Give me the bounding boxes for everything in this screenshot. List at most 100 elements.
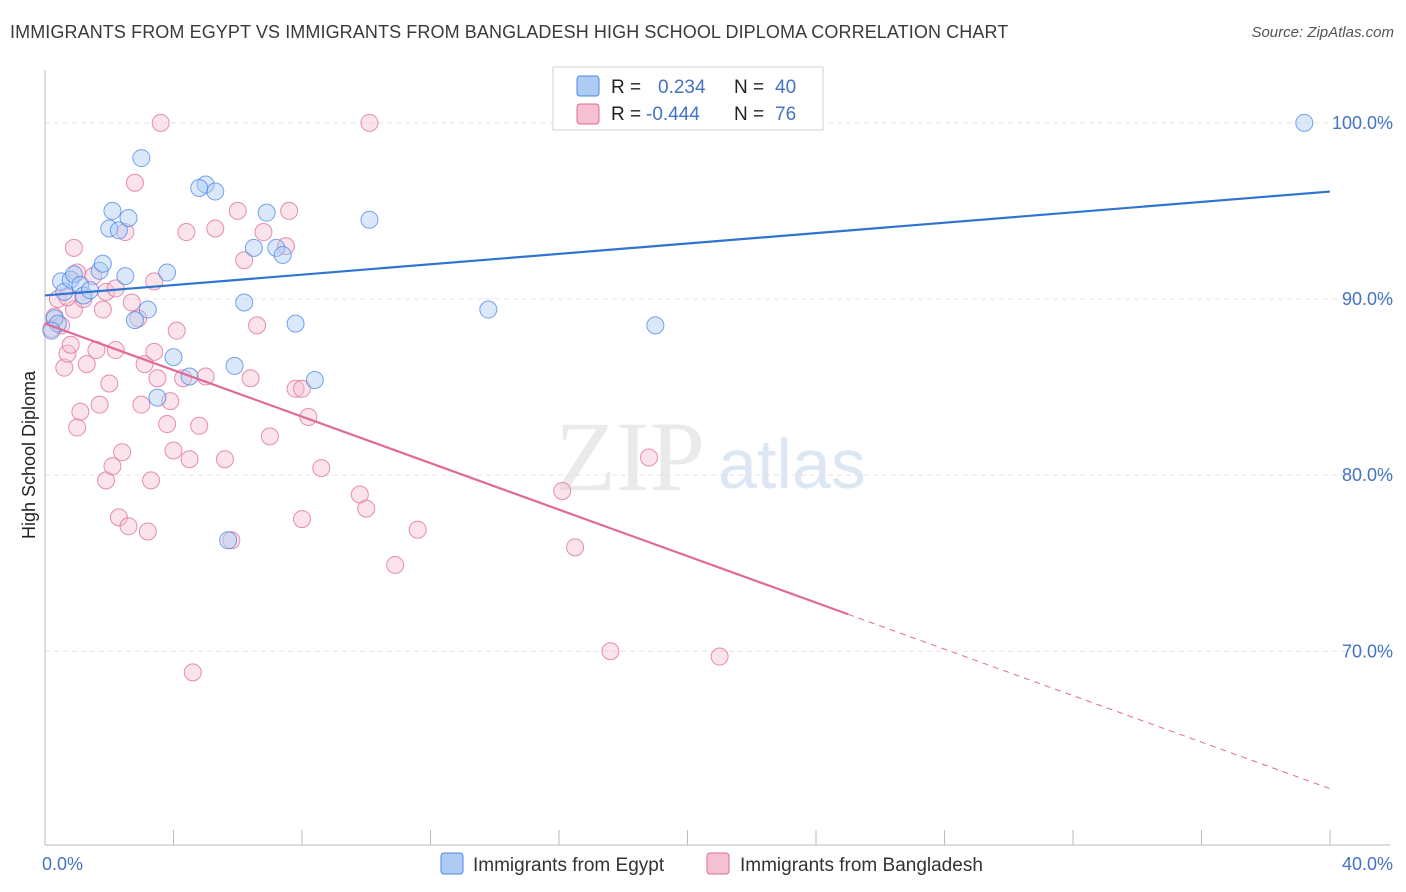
bangladesh-legend-swatch [576,103,600,125]
egypt-point [1295,113,1314,132]
bangladesh-point [167,321,186,340]
bangladesh-point [260,427,279,446]
stats-legend: R = 0.234 N = 40 R = -0.444 N = 76 [552,66,824,131]
bangladesh-point [71,402,90,421]
egypt-point [109,221,128,240]
axes [44,70,1390,846]
bangladesh-point [164,441,183,460]
egypt-point [158,263,177,282]
egypt-point [257,203,276,222]
bangladesh-point [55,358,74,377]
bangladesh-point [93,300,112,319]
x-tick-label-min: 0.0% [42,854,83,874]
bangladesh-point [68,418,87,437]
bangladesh-point [215,450,234,469]
egypt-point [267,238,286,257]
egypt-point [360,210,379,229]
series-legend: Immigrants from Egypt Immigrants from Ba… [440,852,983,876]
bangladesh-trend-extension [847,613,1331,790]
bangladesh-n-label: N = [734,104,764,125]
egypt-point [244,238,263,257]
egypt-point [148,388,167,407]
y-tick-label: 100.0% [1332,113,1393,133]
egypt-point [132,149,151,168]
egypt-point [80,281,99,300]
bangladesh-points [42,113,729,682]
bangladesh-series-label: Immigrants from Bangladesh [740,855,983,876]
bangladesh-point [293,379,311,398]
egypt-point [93,254,112,273]
y-tick-labels: 70.0% 80.0% 90.0% 100.0% [1332,113,1393,661]
bangladesh-point [386,555,405,574]
egypt-trend-line [44,190,1331,297]
egypt-point [206,182,225,201]
bangladesh-point [138,522,157,541]
egypt-series-label: Immigrants from Egypt [473,855,665,876]
bangladesh-point [280,201,299,220]
watermark-zip: ZIP [555,401,705,512]
watermark-atlas: atlas [718,425,866,503]
bangladesh-point [357,499,376,518]
egypt-legend-swatch [576,75,600,97]
bangladesh-point [177,223,196,242]
y-axis-title: High School Diploma [19,370,39,539]
bangladesh-point [90,395,109,414]
egypt-r-value: 0.234 [658,77,706,98]
bangladesh-point [151,113,170,132]
x-tick-label-max: 40.0% [1342,854,1393,874]
egypt-point [164,348,183,367]
bangladesh-point [132,395,151,414]
egypt-point [61,270,80,289]
bangladesh-point [312,459,331,478]
egypt-point [116,267,135,286]
egypt-point [190,179,209,198]
x-ticks [44,830,1331,845]
egypt-point [305,371,324,389]
bangladesh-point [601,642,620,661]
egypt-r-label: R = [611,77,641,98]
bangladesh-point [639,448,658,467]
bangladesh-point [248,316,267,335]
trend-lines [44,190,1331,790]
bangladesh-point [122,293,141,312]
bangladesh-point [113,443,132,462]
bangladesh-point [228,201,247,220]
bangladesh-point [190,416,209,435]
bangladesh-point [180,450,199,469]
bangladesh-point [77,355,96,374]
bangladesh-n-value: 76 [775,104,796,125]
bangladesh-point [553,481,572,500]
bangladesh-point [61,335,80,354]
bangladesh-r-label: R = [611,104,641,125]
bangladesh-r-value: -0.444 [646,104,700,125]
bangladesh-trend-line [44,322,849,616]
bangladesh-point [286,379,305,398]
egypt-point [235,293,254,312]
bangladesh-point [145,342,164,361]
bangladesh-point [710,647,729,666]
egypt-n-label: N = [734,77,764,98]
bangladesh-point [293,510,311,529]
gridlines [45,122,1390,652]
bangladesh-point [100,374,119,393]
bangladesh-point [148,369,167,388]
egypt-point [103,201,122,220]
bangladesh-point [360,113,379,132]
chart-title: IMMIGRANTS FROM EGYPT VS IMMIGRANTS FROM… [10,22,1009,42]
bangladesh-point [158,415,177,434]
egypt-n-value: 40 [775,77,796,98]
bangladesh-point [64,238,83,257]
bangladesh-point [125,173,144,192]
egypt-point [646,316,665,335]
bangladesh-point [142,471,161,490]
y-tick-label: 90.0% [1342,289,1393,309]
bangladesh-point [408,520,427,539]
bangladesh-point [103,457,122,476]
egypt-point [119,208,138,227]
egypt-point [219,531,238,550]
bangladesh-point [235,251,254,270]
egypt-point [273,245,292,264]
bangladesh-point [206,219,225,238]
y-tick-label: 80.0% [1342,465,1393,485]
